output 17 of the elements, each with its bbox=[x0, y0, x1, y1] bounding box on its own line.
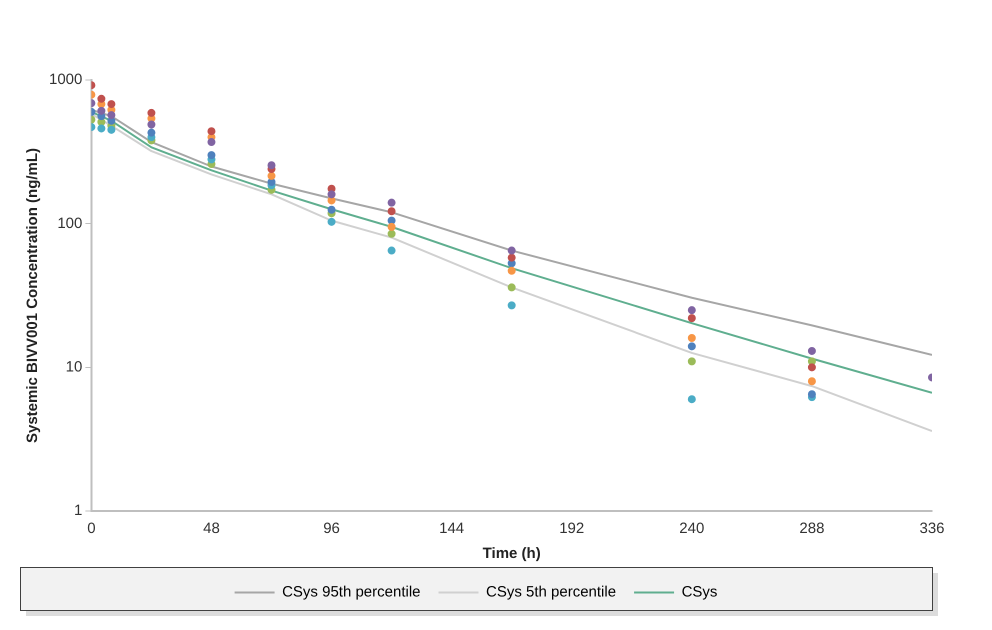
x-tick-label: 240 bbox=[679, 520, 704, 538]
legend-label: CSys 5th percentile bbox=[486, 584, 616, 601]
x-axis-title: Time (h) bbox=[482, 545, 541, 562]
x-tick-label: 96 bbox=[323, 520, 340, 538]
x-tick-label: 336 bbox=[919, 520, 945, 538]
y-tick-label: 10 bbox=[66, 358, 82, 376]
y-tick-label: 1000 bbox=[48, 71, 82, 88]
y-tick-label: 100 bbox=[57, 214, 82, 232]
legend-label: CSys bbox=[682, 584, 718, 601]
x-tick-label: 48 bbox=[203, 520, 220, 538]
x-tick-label: 0 bbox=[87, 520, 96, 538]
y-axis-title: Systemic BIVV001 Concentration (ng/mL) bbox=[24, 148, 42, 444]
legend-label: CSys 95th percentile bbox=[282, 584, 421, 601]
y-tick-label: 1 bbox=[74, 502, 82, 520]
x-tick-label: 192 bbox=[559, 520, 584, 538]
x-tick-label: 288 bbox=[799, 520, 824, 538]
x-tick-label: 144 bbox=[439, 520, 464, 538]
